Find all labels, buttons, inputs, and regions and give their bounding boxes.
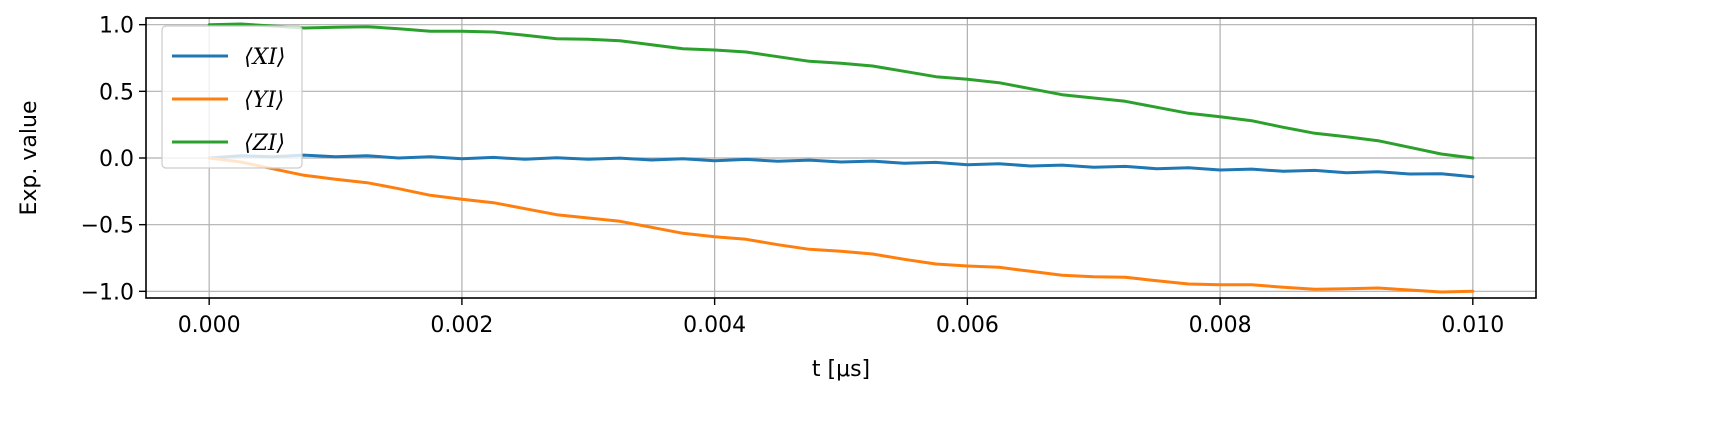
series-line-1 xyxy=(207,153,1475,179)
legend-label: ⟨YI⟩ xyxy=(244,88,284,113)
x-tick-label: 0.000 xyxy=(178,313,241,338)
legend-label: ⟨XI⟩ xyxy=(244,45,286,70)
x-axis-label: t [μs] xyxy=(812,357,870,382)
y-tick-label: −1.0 xyxy=(81,280,134,305)
grid xyxy=(146,18,1536,298)
series-line-2 xyxy=(207,156,1475,294)
axis-ticks: 0.000 0.002 0.004 0.006 0.008 0.010 1.0 0.5 0.0 −… xyxy=(81,14,1505,338)
legend-label: ⟨ZI⟩ xyxy=(244,131,285,156)
y-tick-label: −0.5 xyxy=(81,214,134,239)
series-layer xyxy=(207,22,1475,294)
legend-box xyxy=(161,25,303,169)
legend: ⟨XI⟩ ⟨YI⟩ ⟨ZI⟩ xyxy=(161,25,303,169)
y-tick-label: 1.0 xyxy=(99,14,134,39)
y-tick-label: 0.0 xyxy=(99,147,134,172)
x-tick-label: 0.002 xyxy=(430,313,493,338)
y-tick-label: 0.5 xyxy=(99,80,134,105)
y-axis-label: Exp. value xyxy=(17,101,42,216)
x-tick-label: 0.004 xyxy=(683,313,746,338)
x-tick-label: 0.006 xyxy=(936,313,999,338)
x-tick-label: 0.008 xyxy=(1189,313,1252,338)
x-tick-label: 0.010 xyxy=(1441,313,1504,338)
series-line-3 xyxy=(207,22,1475,160)
